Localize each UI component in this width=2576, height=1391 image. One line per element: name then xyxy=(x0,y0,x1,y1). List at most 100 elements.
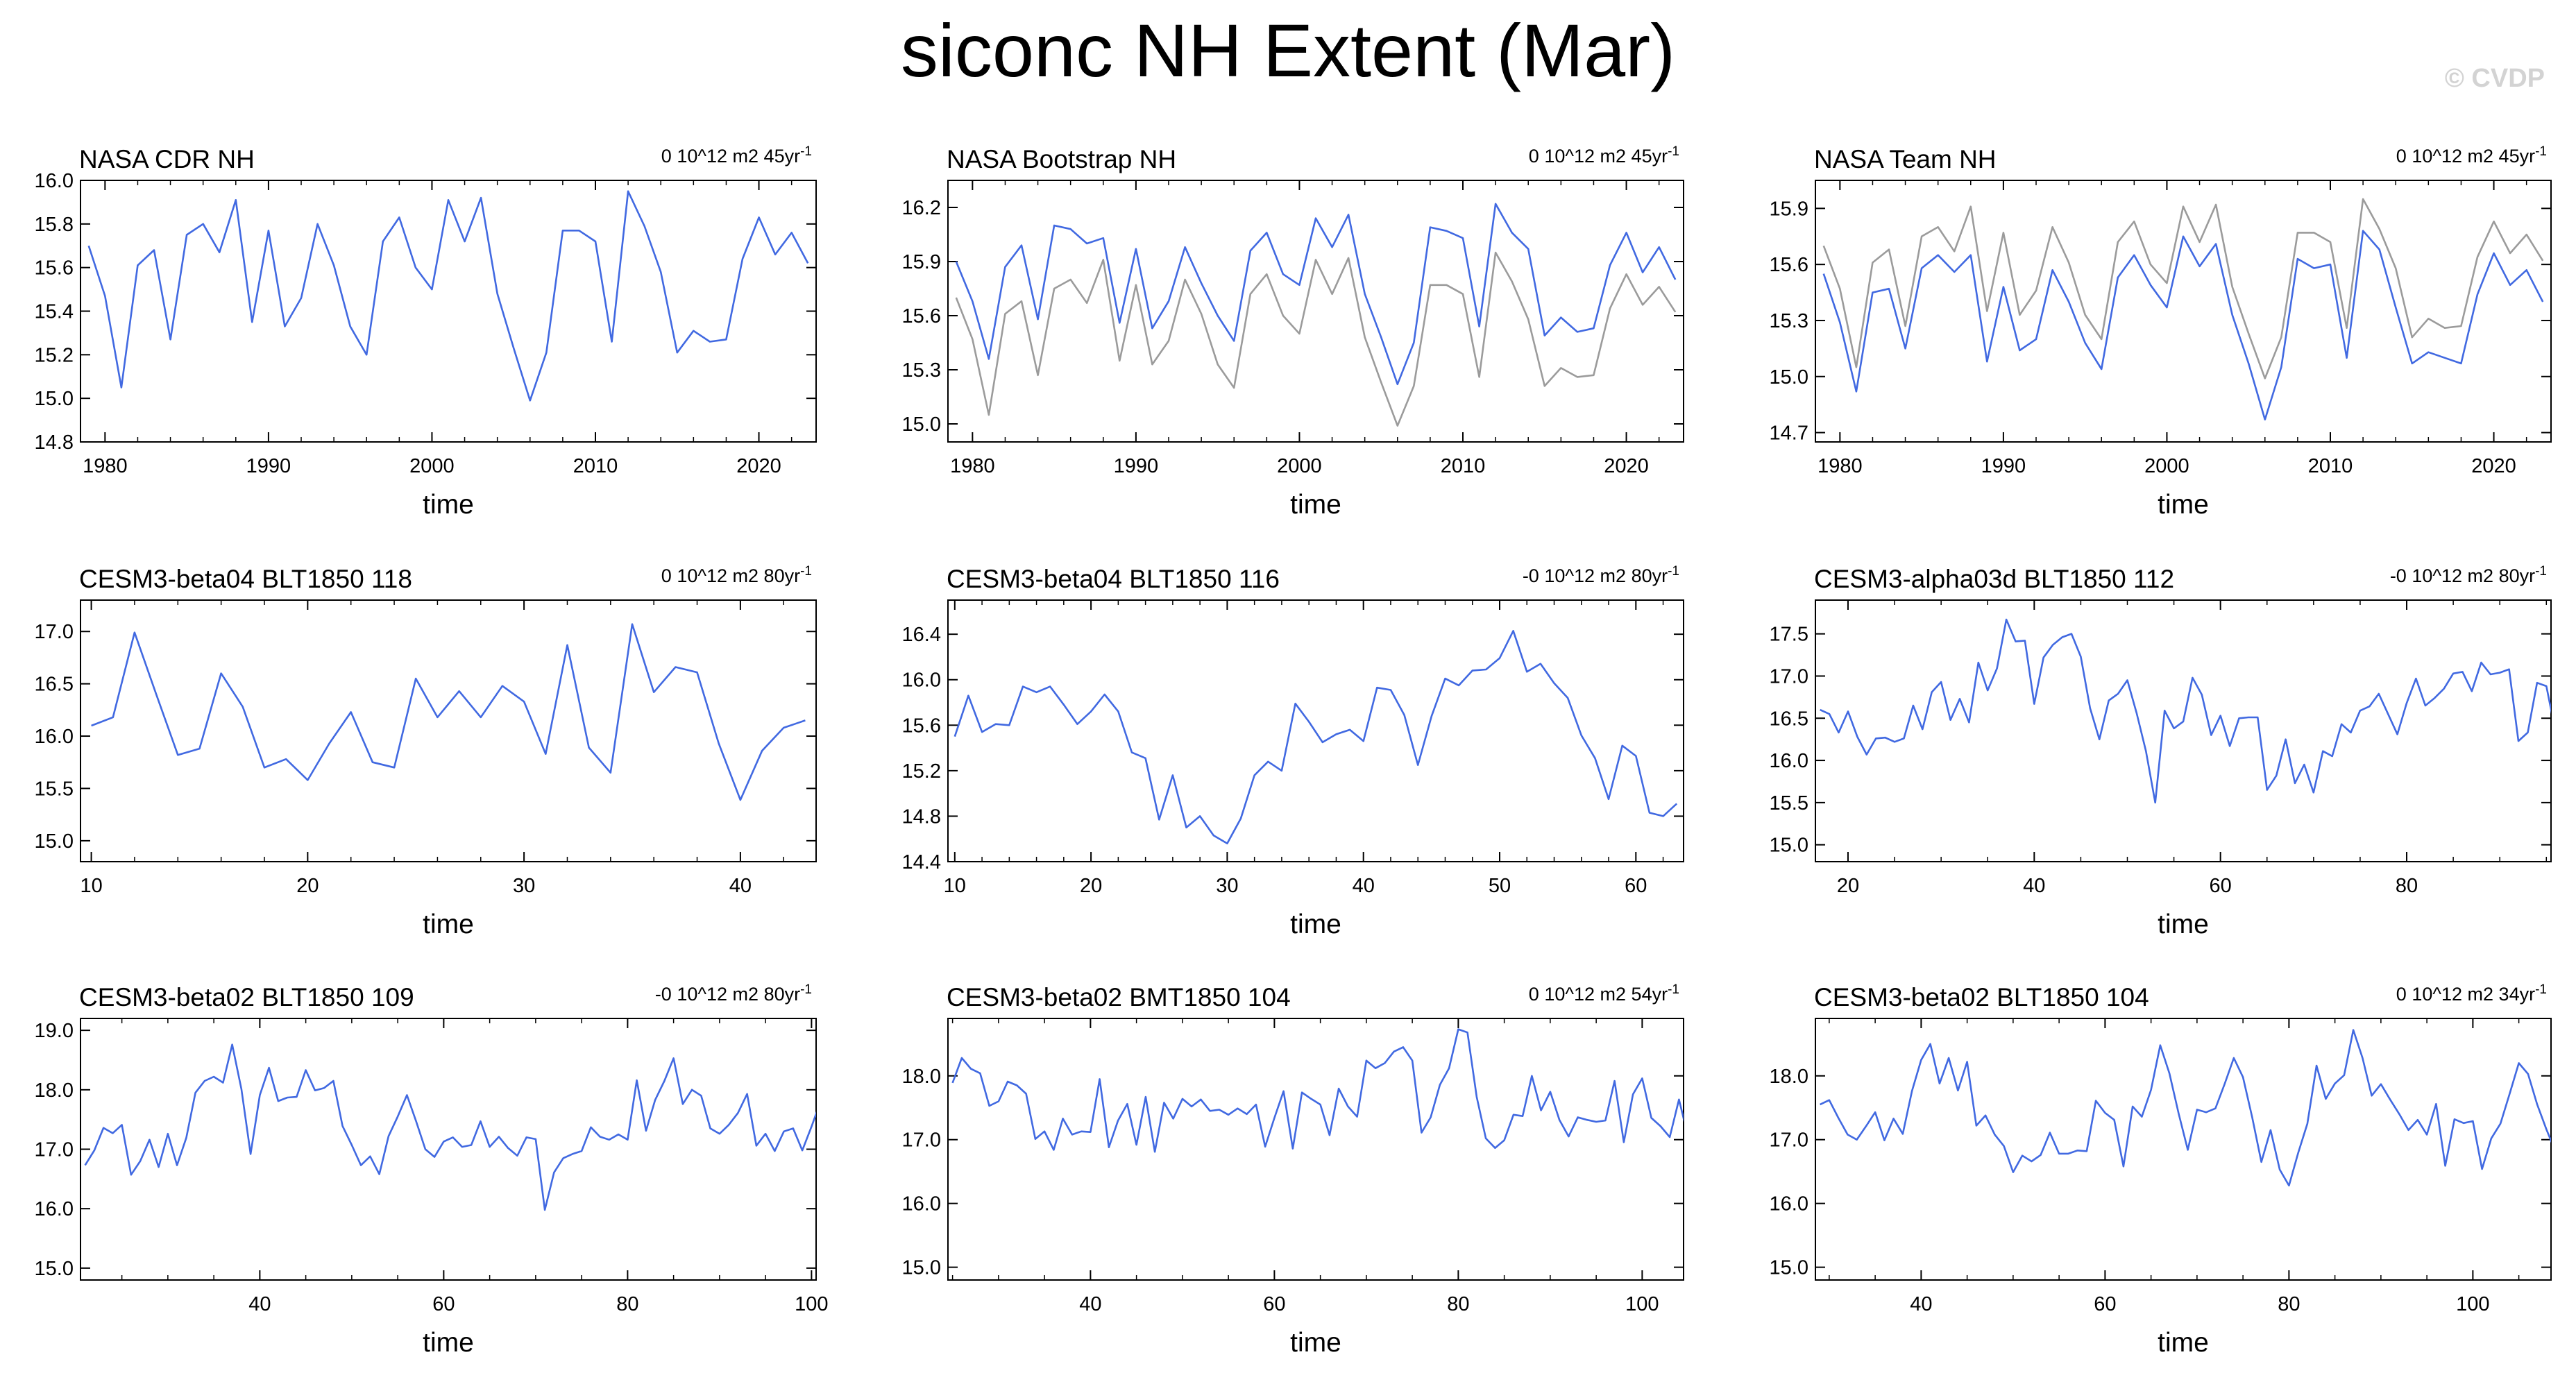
y-tick-label: 15.0 xyxy=(35,388,74,410)
x-tick-label: 80 xyxy=(2396,875,2418,897)
x-tick-label: 60 xyxy=(2094,1293,2116,1315)
panel-8: CESM3-beta02 BMT1850 104 0 10^12 m2 54yr-… xyxy=(902,982,1684,1358)
y-tick-label: 15.4 xyxy=(35,301,74,323)
panel-4: CESM3-beta04 BLT1850 118 0 10^12 m2 80yr-… xyxy=(35,564,817,939)
x-tick-label: 20 xyxy=(1837,875,1859,897)
series-line xyxy=(954,629,1678,845)
y-tick-label: 14.8 xyxy=(35,432,74,454)
series-line xyxy=(951,1028,1684,1153)
y-tick-label: 16.0 xyxy=(1770,750,1808,772)
y-tick-label: 15.3 xyxy=(902,359,941,382)
trend-stat-text: 0 10^12 m2 45yr xyxy=(661,146,800,167)
series-line xyxy=(955,203,1677,386)
x-tick-label: 40 xyxy=(1353,875,1375,897)
x-tick-label: 60 xyxy=(1625,875,1647,897)
panel-9: CESM3-beta02 BLT1850 104 0 10^12 m2 34yr-… xyxy=(1770,982,2552,1358)
y-tick-label: 16.4 xyxy=(902,624,941,646)
x-tick-label: 30 xyxy=(1216,875,1238,897)
y-tick-label: 18.0 xyxy=(1770,1066,1808,1088)
panel-title: CESM3-beta04 BLT1850 118 xyxy=(79,565,412,593)
panel-6: CESM3-alpha03d BLT1850 112 -0 10^12 m2 80… xyxy=(1770,564,2552,939)
reference-series-line xyxy=(1822,198,2544,379)
watermark: © CVDP xyxy=(2444,64,2545,93)
y-tick-label: 17.0 xyxy=(1770,1129,1808,1152)
x-tick-label: 50 xyxy=(1489,875,1511,897)
x-tick-label: 1990 xyxy=(1114,455,1159,477)
x-tick-label: 40 xyxy=(1079,1293,1101,1315)
x-axis-label: time xyxy=(2158,910,2209,939)
x-tick-label: 1990 xyxy=(246,455,291,477)
panel-title: NASA CDR NH xyxy=(79,145,255,173)
page-title: siconc NH Extent (Mar) xyxy=(900,8,1676,92)
x-tick-label: 2020 xyxy=(1604,455,1649,477)
y-tick-label: 17.0 xyxy=(35,1139,74,1161)
y-tick-label: 15.3 xyxy=(1770,310,1808,332)
x-axis-label: time xyxy=(423,910,474,939)
x-tick-label: 10 xyxy=(80,875,102,897)
y-tick-label: 16.0 xyxy=(902,1193,941,1215)
plot-frame xyxy=(80,1018,817,1281)
x-tick-label: 1980 xyxy=(83,455,128,477)
trend-stat-exponent: -1 xyxy=(2535,564,2547,579)
y-tick-label: 16.2 xyxy=(902,197,941,219)
trend-stat-text: 0 10^12 m2 34yr xyxy=(2396,984,2535,1005)
y-tick-label: 15.2 xyxy=(902,760,941,783)
y-tick-label: 15.5 xyxy=(35,778,74,800)
x-tick-label: 20 xyxy=(296,875,319,897)
trend-stat-exponent: -1 xyxy=(800,144,812,159)
x-tick-label: 80 xyxy=(616,1293,638,1315)
trend-stat: -0 10^12 m2 80yr-1 xyxy=(655,982,812,1005)
trend-stat-exponent: -1 xyxy=(2535,144,2547,159)
trend-stat: -0 10^12 m2 80yr-1 xyxy=(1523,564,1679,586)
panel-title: CESM3-beta02 BLT1850 109 xyxy=(79,983,414,1012)
reference-series-line xyxy=(955,251,1677,427)
y-tick-label: 14.4 xyxy=(902,851,941,873)
trend-stat-exponent: -1 xyxy=(1668,564,1679,579)
y-tick-label: 16.0 xyxy=(1770,1193,1808,1215)
series-line xyxy=(87,190,809,402)
plot-frame xyxy=(947,180,1684,443)
panel-1: NASA CDR NH 0 10^12 m2 45yr-1 1980 1990 2000… xyxy=(35,144,817,520)
x-tick-label: 2000 xyxy=(2144,455,2189,477)
y-tick-label: 15.0 xyxy=(1770,366,1808,389)
x-tick-label: 10 xyxy=(944,875,966,897)
plot-frame xyxy=(1815,180,2552,443)
panel-title: CESM3-beta02 BMT1850 104 xyxy=(947,983,1291,1012)
panel-3: NASA Team NH 0 10^12 m2 45yr-1 1980 1990 200… xyxy=(1770,144,2552,520)
trend-stat-exponent: -1 xyxy=(800,982,812,997)
y-tick-label: 15.6 xyxy=(1770,254,1808,276)
trend-stat-exponent: -1 xyxy=(1668,982,1679,997)
y-tick-label: 18.0 xyxy=(902,1066,941,1088)
y-tick-label: 15.6 xyxy=(902,305,941,327)
x-tick-label: 2000 xyxy=(1277,455,1322,477)
y-tick-label: 15.0 xyxy=(902,1257,941,1279)
y-tick-label: 15.8 xyxy=(35,214,74,236)
panel-title: CESM3-beta04 BLT1850 116 xyxy=(947,565,1280,593)
trend-stat-text: 0 10^12 m2 80yr xyxy=(661,565,800,586)
trend-stat-text: -0 10^12 m2 80yr xyxy=(1523,565,1668,586)
y-tick-label: 17.0 xyxy=(35,621,74,643)
trend-stat: 0 10^12 m2 45yr-1 xyxy=(661,144,812,167)
x-axis-label: time xyxy=(423,1328,474,1358)
x-tick-label: 60 xyxy=(1263,1293,1285,1315)
trend-stat: 0 10^12 m2 45yr-1 xyxy=(1529,144,1679,167)
x-axis-label: time xyxy=(2158,490,2209,520)
x-axis-label: time xyxy=(1290,490,1341,520)
trend-stat: 0 10^12 m2 80yr-1 xyxy=(661,564,812,586)
trend-stat-text: -0 10^12 m2 80yr xyxy=(2390,565,2535,586)
y-tick-label: 15.6 xyxy=(35,257,74,280)
x-tick-label: 40 xyxy=(729,875,752,897)
y-tick-label: 15.9 xyxy=(902,251,941,273)
x-tick-label: 1980 xyxy=(1817,455,1863,477)
y-tick-label: 17.0 xyxy=(1770,665,1808,688)
x-tick-label: 30 xyxy=(513,875,535,897)
plot-frame xyxy=(1815,599,2552,862)
y-tick-label: 16.5 xyxy=(35,674,74,696)
plot-frame xyxy=(947,1018,1684,1281)
trend-stat-text: -0 10^12 m2 80yr xyxy=(655,984,800,1005)
x-tick-label: 2010 xyxy=(2308,455,2353,477)
y-tick-label: 14.8 xyxy=(902,805,941,828)
x-tick-label: 2000 xyxy=(409,455,455,477)
x-tick-label: 60 xyxy=(432,1293,455,1315)
y-tick-label: 18.0 xyxy=(35,1079,74,1102)
